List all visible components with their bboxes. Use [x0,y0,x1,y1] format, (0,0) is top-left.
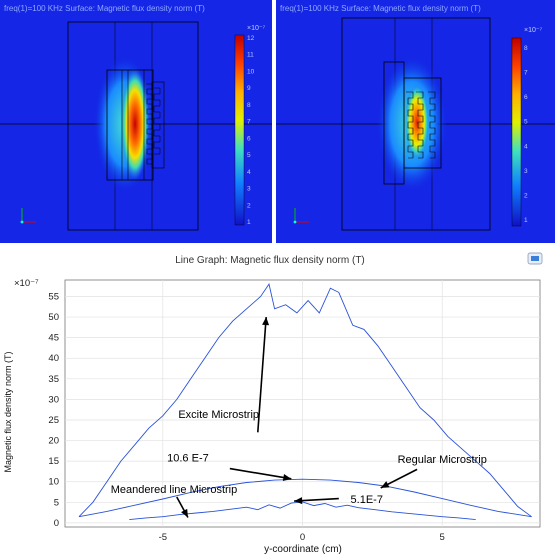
colorbar-tick: 5 [247,152,251,159]
annotation-peak-regular: 10.6 E-7 [167,453,292,481]
colorbar-tick: 2 [524,192,528,199]
y-tick-label: 55 [48,291,59,302]
colorbar-ticks: 8 7 6 5 4 3 2 1 [524,45,528,224]
colorbar-multiplier: ×10⁻⁷ [524,27,543,34]
colorbar-tick: 4 [524,143,528,150]
colorbar-tick: 1 [247,219,251,226]
svg-text:10.6 E-7: 10.6 E-7 [167,453,209,465]
colorbar-multiplier: ×10⁻⁷ [247,25,266,32]
surface-plots: freq(1)=100 KHz Surface: Magnetic flux d… [0,0,555,243]
export-icon[interactable] [527,252,543,265]
colorbar-ticks: 12 11 10 9 8 7 6 5 4 3 2 1 [247,35,255,226]
line-graph: Line Graph: Magnetic flux density norm (… [0,250,555,557]
surface-panel-meander: freq(1)=100 KHz Surface: Magnetic flux d… [276,0,555,243]
plot-area: 0 5 10 15 20 25 30 35 40 45 50 55 -5 0 5 [48,279,541,543]
colorbar-tick: 2 [247,202,251,209]
axis-triad-icon [20,208,36,224]
svg-text:Regular Microstrip: Regular Microstrip [398,454,487,466]
colorbar-tick: 4 [247,169,251,176]
y-tick-label: 20 [48,436,59,447]
graph-header: Line Graph: Magnetic flux density norm (… [175,255,365,266]
y-multiplier: ×10⁻⁷ [14,278,39,289]
colorbar-tick: 9 [247,85,251,92]
annotation-meandered-line-microstrip: Meandered line Microstrip [111,484,238,518]
colorbar-tick: 3 [247,186,251,193]
svg-text:Meandered line Microstrip: Meandered line Microstrip [111,484,238,496]
colorbar-tick: 7 [524,70,528,77]
panel-caption: freq(1)=100 KHz Surface: Magnetic flux d… [280,4,481,13]
y-axis-label: Magnetic flux density norm (T) [3,351,13,472]
y-tick-label: 45 [48,333,59,344]
annotation-regular-microstrip: Regular Microstrip [380,454,487,489]
y-tick-label: 0 [54,518,59,529]
colorbar-tick: 12 [247,35,255,42]
x-tick-label: -5 [159,532,167,543]
x-tick-label: 0 [300,532,305,543]
svg-text:Excite Microstrip: Excite Microstrip [178,409,259,421]
y-tick-label: 35 [48,374,59,385]
panel-caption: freq(1)=100 KHz Surface: Magnetic flux d… [4,4,205,13]
annotation-excite-microstrip: Excite Microstrip [178,316,270,433]
surface-panel-regular: freq(1)=100 KHz Surface: Magnetic flux d… [0,0,272,243]
colorbar-tick: 5 [524,119,528,126]
colorbar-tick: 1 [524,217,528,224]
y-tick-label: 25 [48,415,59,426]
y-tick-label: 10 [48,477,59,488]
x-axis-label: y-coordinate (cm) [264,544,342,555]
y-tick-label: 50 [48,312,59,323]
x-tick-label: 5 [440,532,445,543]
series-excite-microstrip [78,282,532,518]
colorbar-tick: 10 [247,68,255,75]
colorbar-tick: 8 [524,45,528,52]
y-tick-label: 15 [48,456,59,467]
svg-text:5.1E-7: 5.1E-7 [351,494,383,506]
series-regular-microstrip [78,478,532,518]
y-tick-label: 40 [48,353,59,364]
annotation-peak-meander: 5.1E-7 [294,494,383,506]
colorbar-tick: 6 [247,135,251,142]
colorbar-tick: 7 [247,119,251,126]
series-meandered-line-microstrip [129,501,476,521]
axis-triad-icon [293,208,309,224]
colorbar-tick: 8 [247,102,251,109]
colorbar-tick: 3 [524,168,528,175]
annotations: Excite Microstrip Regular Microstrip Meand… [111,316,487,518]
y-tick-label: 5 [54,497,59,508]
y-tick-label: 30 [48,394,59,405]
colorbar [511,37,522,227]
colorbar-tick: 6 [524,94,528,101]
colorbar-tick: 11 [247,52,254,59]
colorbar [234,34,245,226]
